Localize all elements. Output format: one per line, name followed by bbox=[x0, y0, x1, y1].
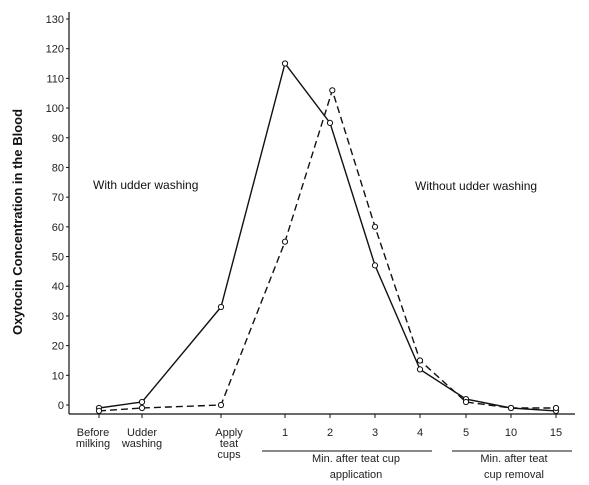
y-tick-label: 30 bbox=[52, 311, 64, 323]
y-tick-label: 130 bbox=[46, 14, 64, 26]
x-group-label: Min. after teat cup bbox=[312, 453, 400, 465]
x-category-label: milking bbox=[76, 438, 110, 450]
series-point bbox=[416, 357, 424, 364]
axes bbox=[68, 12, 575, 415]
x-category-label: washing bbox=[121, 438, 162, 450]
y-tick-label: 90 bbox=[52, 133, 64, 145]
x-category-label: cups bbox=[217, 449, 241, 461]
x-category-label: Before bbox=[77, 427, 109, 439]
y-tick-label: 100 bbox=[46, 103, 64, 115]
x-category-label: 2 bbox=[327, 427, 333, 439]
series-point bbox=[416, 366, 424, 373]
x-category-label: 10 bbox=[505, 427, 517, 439]
x-group-label: Min. after teat bbox=[480, 453, 547, 465]
series-point bbox=[281, 60, 289, 67]
y-ticks: 0 10 20 30 40 50 60 70 80 90 100 110 120 130 bbox=[46, 14, 69, 412]
x-category-label: 4 bbox=[417, 427, 423, 439]
x-category-label: 3 bbox=[372, 427, 378, 439]
y-tick-label: 0 bbox=[58, 400, 64, 412]
series-point bbox=[507, 404, 515, 412]
series-point bbox=[371, 223, 379, 230]
x-groups: Min. after teat cup application Min. after… bbox=[262, 450, 572, 481]
y-tick-label: 120 bbox=[46, 44, 64, 56]
series-point bbox=[95, 407, 103, 414]
x-category-label: 5 bbox=[463, 427, 469, 439]
x-category-label: Apply bbox=[215, 427, 243, 439]
y-tick-label: 70 bbox=[52, 192, 64, 204]
y-axis-label: Oxytocin Concentration in the Blood bbox=[10, 109, 25, 335]
series-point bbox=[552, 404, 560, 412]
series bbox=[95, 60, 560, 414]
x-category-label: Udder bbox=[127, 427, 157, 439]
series-line-dashed bbox=[98, 87, 556, 412]
series-line-solid bbox=[98, 61, 557, 412]
series-point bbox=[217, 401, 225, 409]
series-point bbox=[138, 404, 146, 412]
series-point bbox=[371, 262, 379, 269]
series-point bbox=[329, 87, 336, 94]
x-group-label: application bbox=[330, 469, 383, 481]
x-category-label: 1 bbox=[282, 427, 288, 439]
series-annotation: Without udder washing bbox=[415, 179, 537, 193]
x-category-label: teat bbox=[220, 438, 238, 450]
y-tick-label: 60 bbox=[52, 222, 64, 234]
annotations: With udder washing Without udder washing bbox=[93, 178, 537, 193]
series-point bbox=[138, 398, 146, 406]
x-group-label: cup removal bbox=[484, 469, 544, 481]
y-tick-label: 110 bbox=[46, 73, 64, 85]
series-point bbox=[281, 238, 289, 245]
x-category-label: 15 bbox=[550, 427, 562, 439]
y-tick-label: 40 bbox=[52, 281, 64, 293]
y-tick-label: 20 bbox=[52, 341, 64, 353]
series-point bbox=[326, 119, 334, 127]
y-tick-label: 80 bbox=[52, 162, 64, 174]
series-point bbox=[462, 398, 470, 406]
series-point bbox=[217, 303, 225, 311]
y-tick-label: 10 bbox=[52, 370, 64, 382]
y-tick-label: 50 bbox=[52, 252, 64, 264]
series-annotation: With udder washing bbox=[93, 178, 198, 192]
